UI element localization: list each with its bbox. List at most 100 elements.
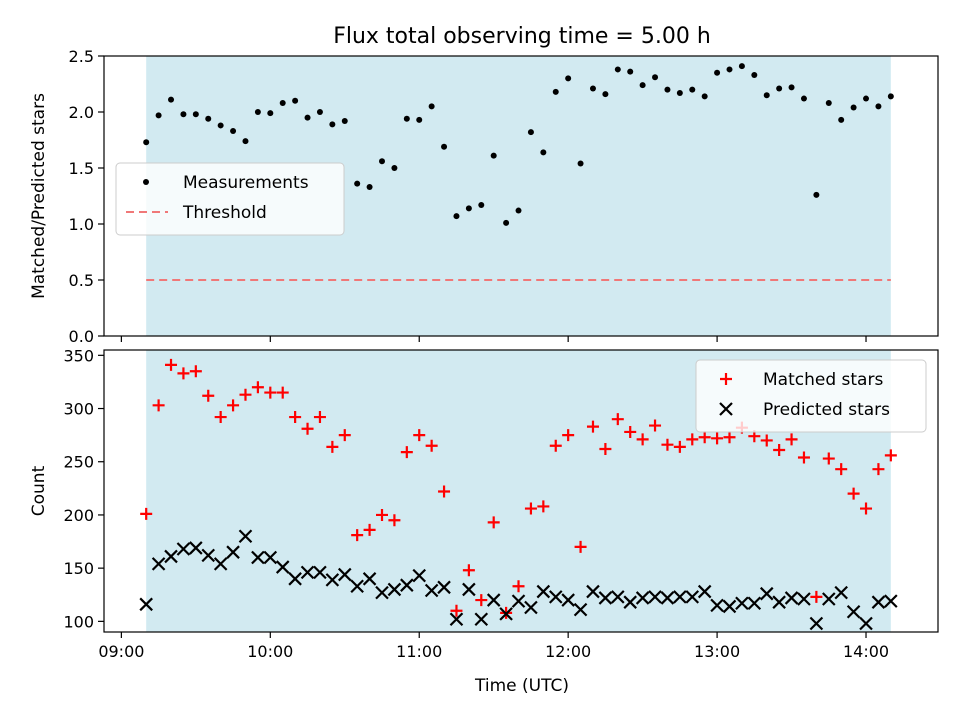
data-point — [279, 100, 286, 107]
data-point — [711, 432, 724, 445]
data-point — [512, 580, 525, 593]
data-point — [230, 128, 237, 135]
data-point — [611, 590, 625, 604]
data-point — [773, 444, 786, 457]
data-point — [242, 138, 249, 145]
data-point — [292, 97, 299, 104]
data-point — [527, 129, 534, 136]
data-point — [475, 594, 488, 607]
y-tick-label: 100 — [63, 612, 94, 631]
data-point — [189, 365, 202, 378]
legend-label: Measurements — [183, 173, 309, 193]
data-point — [649, 419, 662, 432]
y-tick-label: 0.5 — [69, 271, 94, 290]
x-tick-label: 14:00 — [843, 642, 889, 661]
x-tick-label: 11:00 — [396, 642, 442, 661]
series-predicted-stars — [139, 529, 898, 631]
data-point — [871, 595, 886, 609]
data-point — [673, 590, 687, 604]
data-point — [834, 585, 848, 600]
y-tick-label: 1.5 — [69, 159, 94, 178]
data-point — [686, 433, 699, 446]
data-point — [835, 463, 848, 476]
data-point — [524, 502, 537, 515]
data-point — [168, 96, 175, 103]
data-point — [785, 433, 798, 446]
data-point — [722, 599, 737, 614]
data-point — [797, 451, 810, 464]
y-tick-label: 2.5 — [69, 47, 94, 66]
data-point — [300, 565, 315, 580]
data-point — [227, 399, 240, 412]
data-point — [238, 529, 253, 544]
data-point — [623, 595, 637, 609]
data-point — [515, 207, 522, 214]
y-tick-label: 2.0 — [69, 103, 94, 122]
data-point — [366, 184, 373, 191]
y-tick-label: 250 — [63, 453, 94, 472]
data-point — [140, 507, 153, 520]
data-point — [391, 165, 398, 171]
data-point — [151, 557, 166, 571]
data-point — [859, 616, 873, 631]
data-point — [738, 63, 745, 70]
data-point — [387, 582, 402, 597]
data-point — [598, 591, 613, 605]
data-point — [239, 388, 252, 401]
data-point — [872, 463, 885, 476]
data-point — [776, 85, 783, 92]
data-point — [438, 485, 451, 498]
data-point — [428, 103, 435, 110]
series-measurements — [143, 63, 894, 226]
data-point — [376, 508, 388, 521]
data-point — [412, 568, 427, 583]
x-tick-label: 12:00 — [545, 642, 591, 661]
data-point — [416, 116, 423, 123]
data-point — [537, 500, 550, 513]
y-tick-label: 350 — [63, 346, 94, 365]
data-point — [313, 565, 327, 580]
x-tick-label: 09:00 — [98, 642, 144, 661]
y-tick-label: 200 — [63, 506, 94, 525]
data-point — [884, 449, 897, 462]
data-point — [800, 95, 807, 102]
data-point — [586, 584, 600, 599]
data-point — [263, 550, 278, 565]
data-point — [602, 91, 609, 98]
data-point — [490, 152, 497, 159]
data-point — [251, 381, 264, 394]
data-point — [325, 573, 340, 587]
data-point — [561, 593, 575, 607]
data-point — [437, 580, 451, 595]
axes-frame — [103, 349, 939, 633]
data-point — [326, 440, 339, 453]
y-axis-label: Count — [29, 465, 49, 516]
data-point — [350, 579, 364, 594]
data-point — [214, 411, 227, 424]
data-point — [462, 582, 476, 597]
y-tick-label: 1.0 — [69, 215, 94, 234]
data-point — [143, 139, 150, 146]
legend: Measurements Threshold — [115, 162, 345, 236]
data-point — [375, 585, 389, 600]
data-point — [726, 66, 733, 73]
data-point — [351, 529, 364, 542]
data-point — [338, 429, 351, 442]
data-point — [574, 540, 587, 553]
data-point — [846, 605, 861, 619]
data-point — [636, 433, 649, 446]
data-point — [313, 411, 326, 424]
data-point — [202, 389, 215, 402]
data-point — [652, 74, 659, 81]
data-point — [425, 439, 438, 452]
x-tick-label: 13:00 — [694, 642, 740, 661]
data-point — [388, 514, 401, 527]
data-point — [164, 549, 178, 564]
axes-frame — [103, 55, 939, 337]
data-point — [552, 88, 559, 95]
data-point — [847, 487, 860, 500]
data-point — [760, 434, 773, 447]
data-point — [735, 596, 749, 611]
data-point — [503, 219, 510, 226]
data-point — [810, 590, 823, 603]
